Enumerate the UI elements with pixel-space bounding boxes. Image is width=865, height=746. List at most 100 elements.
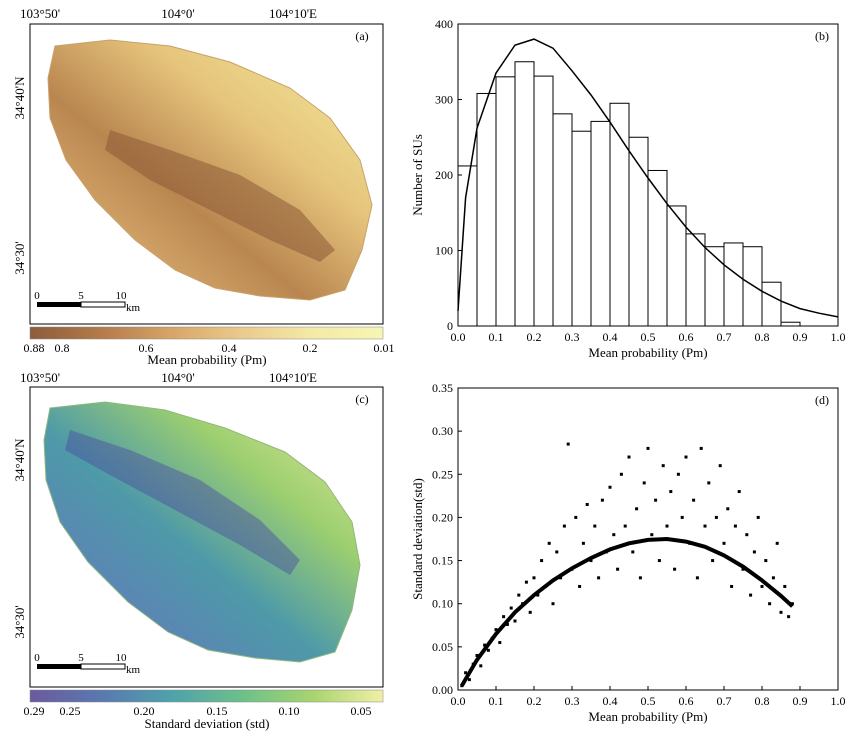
y-tick-label: 0.35 (432, 381, 453, 395)
scatter-point (467, 678, 471, 682)
map-c-lon-label-3: 104°10'E (269, 370, 317, 385)
histogram-bar (761, 281, 782, 327)
scatter-point (695, 576, 699, 580)
y-tick-label: 300 (435, 93, 453, 107)
scatter-point (517, 593, 521, 597)
x-tick-label: 0.8 (755, 694, 770, 708)
map-a-scalebar-tick-10: 10 (116, 290, 128, 302)
y-tick-label: 0.15 (432, 554, 453, 568)
scatter-point (486, 648, 490, 652)
map-panel-a: 103°50' 104°0' 104°10'E 34°40'N 34°30' (… (12, 6, 395, 367)
histogram-bar (647, 169, 668, 327)
x-tick-label: 0.4 (603, 330, 618, 344)
x-tick-label: 0.8 (755, 330, 770, 344)
scatter-point (669, 490, 673, 494)
scatter-y-ticks: 0.00 0.05 0.10 0.15 0.20 0.25 0.30 0.35 (432, 381, 462, 697)
scatter-point (726, 507, 730, 511)
histogram-y-ticks: 0 100 200 300 400 (435, 17, 462, 333)
x-tick-label: 0.0 (451, 330, 466, 344)
scatter-panel-label: (d) (815, 393, 829, 407)
scatter-point (555, 550, 559, 554)
scatter-point (524, 580, 528, 584)
scatter-panel-d: 0.0 0.1 0.2 0.3 0.4 0.5 0.6 0.7 0.8 0.9 1.0 0.000.… (410, 381, 846, 724)
scatter-point (498, 641, 502, 645)
map-a-scalebar: 0 5 10 km (34, 290, 140, 314)
scatter-point (475, 653, 479, 657)
scatter-point (692, 498, 696, 502)
scatter-point (722, 541, 726, 545)
y-tick-label: 0.30 (432, 424, 453, 438)
x-tick-label: 0.7 (717, 694, 732, 708)
scatter-point (730, 584, 734, 588)
scatter-point (787, 615, 791, 619)
scatter-point (616, 567, 620, 571)
y-tick-label: 200 (435, 168, 453, 182)
scatter-point (665, 524, 669, 528)
scatter-point (623, 524, 627, 528)
histogram-fit-curve (457, 38, 839, 318)
map-a-colorbar-tick-4: 0.4 (222, 341, 237, 355)
histogram-bar (476, 92, 497, 327)
scatter-point (756, 515, 760, 519)
histogram-bars (457, 61, 801, 327)
y-tick-label: 0 (447, 319, 453, 333)
scatter-point (642, 481, 646, 485)
map-a-lat-label-1: 34°40'N (12, 76, 27, 120)
scatter-point (505, 622, 509, 626)
scatter-point (581, 541, 585, 545)
x-tick-label: 0.9 (793, 330, 808, 344)
x-tick-label: 0.2 (527, 330, 542, 344)
map-c-lon-label-1: 103°50' (20, 370, 60, 385)
x-tick-label: 0.1 (489, 694, 504, 708)
histogram-x-label: Mean probability (Pm) (588, 345, 707, 360)
scatter-point (532, 576, 536, 580)
map-a-colorbar-tick-5: 0.2 (303, 341, 318, 355)
scatter-point (741, 567, 745, 571)
scatter-points (460, 442, 794, 688)
map-a-panel-label: (a) (355, 29, 368, 43)
x-tick-label: 0.4 (603, 694, 618, 708)
scatter-point (657, 559, 661, 563)
scatter-point (650, 533, 654, 537)
scatter-point (528, 610, 532, 614)
scatter-point (654, 498, 658, 502)
map-c-colorbar-tick-5: 0.10 (279, 704, 300, 718)
map-a-colorbar-tick-3: 0.6 (139, 341, 154, 355)
x-tick-label: 0.3 (565, 330, 580, 344)
map-c-study-area (43, 401, 361, 663)
map-c-colorbar-title: Standard deviation (std) (145, 716, 270, 731)
scatter-point (574, 515, 578, 519)
scatter-point (631, 550, 635, 554)
x-tick-label: 0.7 (717, 330, 732, 344)
y-tick-label: 400 (435, 17, 453, 31)
scatter-point (764, 559, 768, 563)
x-tick-label: 1.0 (831, 330, 846, 344)
map-a-colorbar-tick-1: 0.88 (24, 341, 45, 355)
histogram-bar (723, 242, 744, 327)
map-c-colorbar-tick-3: 0.20 (134, 704, 155, 718)
map-c-panel-label: (c) (355, 392, 368, 406)
map-c-scalebar-tick-5: 5 (78, 652, 84, 664)
scatter-point (540, 559, 544, 563)
scatter-y-label: Standard deviation(std) (410, 478, 425, 600)
histogram-y-label: Number of SUs (410, 134, 425, 216)
map-a-lon-label-1: 103°50' (20, 6, 60, 21)
scatter-point (711, 559, 715, 563)
scatter-point (562, 524, 566, 528)
histogram-panel-label: (b) (815, 29, 829, 43)
scatter-point (627, 455, 631, 459)
histogram-bar (780, 321, 801, 327)
x-tick-label: 1.0 (831, 694, 846, 708)
histogram-bar (685, 233, 706, 327)
x-tick-label: 0.3 (565, 694, 580, 708)
scatter-point (593, 524, 597, 528)
map-panel-c: 103°50' 104°0' 104°10'E 34°40'N 34°30' (… (12, 370, 384, 731)
scatter-point (597, 576, 601, 580)
scatter-point (589, 559, 593, 563)
map-c-scalebar-tick-10: 10 (116, 652, 128, 664)
y-tick-label: 100 (435, 244, 453, 258)
scatter-point (737, 490, 741, 494)
histogram-bar (495, 76, 516, 327)
scatter-point (619, 472, 623, 476)
map-c-frame (29, 386, 384, 688)
